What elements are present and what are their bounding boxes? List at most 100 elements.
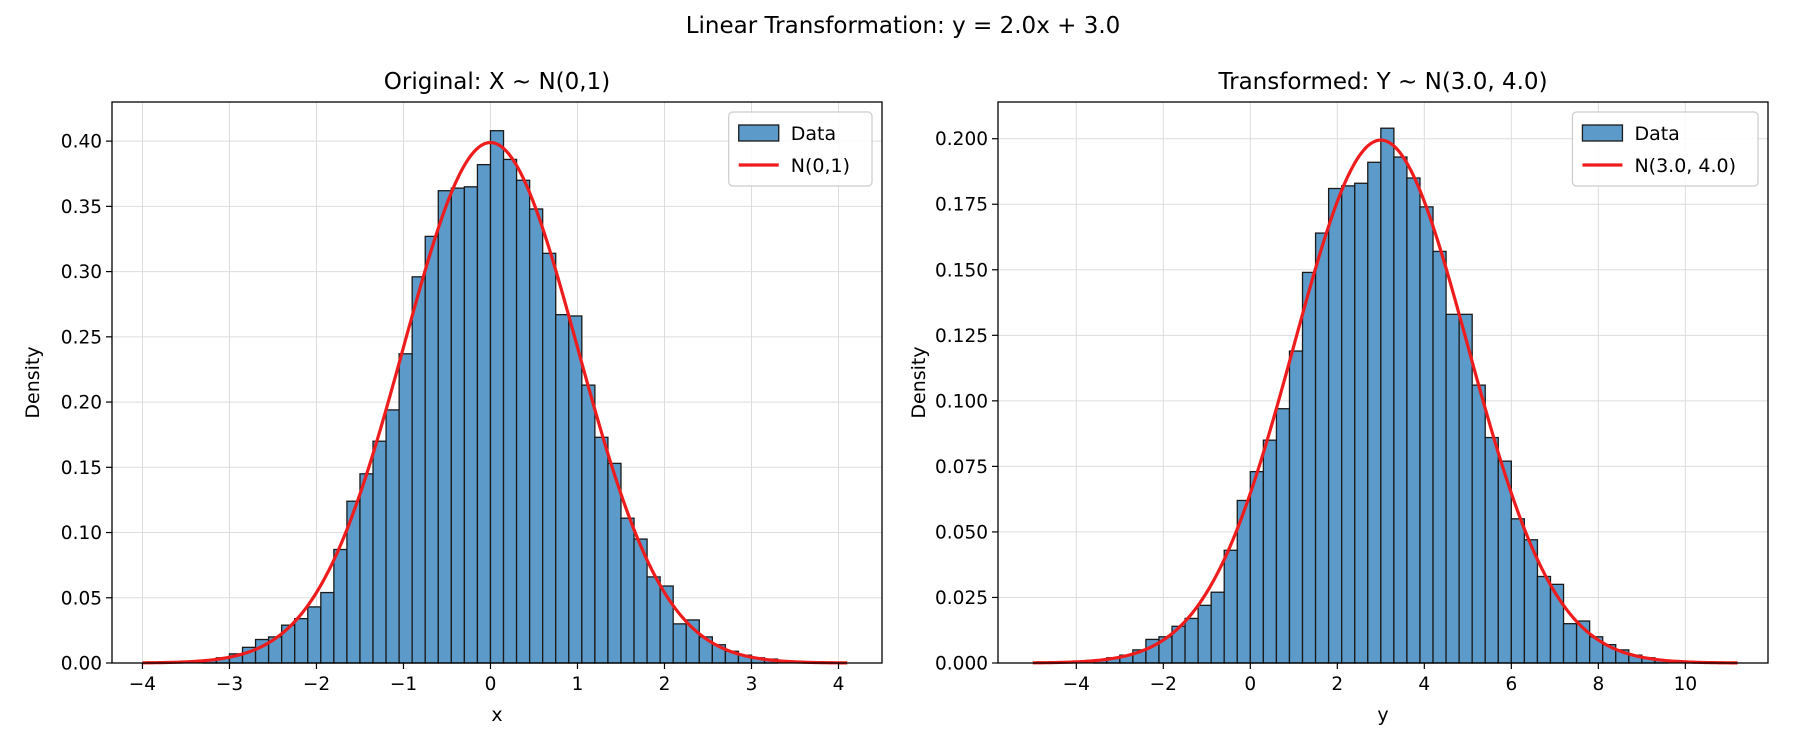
y-tick-label: 0.20 <box>61 393 102 414</box>
histogram-bar <box>1354 182 1369 664</box>
figure-suptitle: Linear Transformation: y = 2.0x + 3.0 <box>686 13 1121 39</box>
x-tick-label: −4 <box>1063 674 1090 695</box>
x-tick-label: 2 <box>1331 674 1343 695</box>
y-tick-label: 0.40 <box>61 132 102 153</box>
panel-title: Transformed: Y ~ N(3.0, 4.0) <box>1217 69 1547 95</box>
histogram-bar <box>1223 549 1238 664</box>
left-panel-original: −4 −3 −2 −1 0 1 2 3 4 0.00 0.05 0.10 0.15 0.20 0.25 0.3… <box>22 69 883 726</box>
legend-label-curve: N(3.0, 4.0) <box>1634 155 1736 177</box>
histogram-bar <box>646 576 661 664</box>
y-tick-label: 0.050 <box>935 522 988 543</box>
histogram-bar <box>1262 439 1278 664</box>
x-axis-label: y <box>1377 704 1388 726</box>
y-tick-label: 0.150 <box>935 260 988 281</box>
histogram-bar <box>1393 156 1408 664</box>
y-tick-label: 0.10 <box>61 523 102 544</box>
x-tick-label: 6 <box>1505 674 1517 695</box>
x-tick-label: 3 <box>746 674 758 695</box>
histogram-bar <box>411 276 426 664</box>
panel-title: Original: X ~ N(0,1) <box>384 69 610 95</box>
y-tick-label: 0.125 <box>935 326 988 347</box>
x-tick-label: 10 <box>1674 674 1698 695</box>
histogram-bar <box>1562 623 1578 664</box>
y-tick-label: 0.000 <box>935 654 988 675</box>
y-axis-ticks: 0.000 0.025 0.050 0.075 0.100 0.125 0.150 0.175… <box>935 129 998 675</box>
right-panel-transformed: −4 −2 0 2 4 6 8 10 0.000 0.025 0.050 0.075 0.100 0.12… <box>908 69 1769 726</box>
histogram-bar <box>620 517 635 664</box>
x-tick-label: 2 <box>659 674 671 695</box>
histogram-bar <box>607 462 622 664</box>
histogram-bar <box>372 440 387 664</box>
histogram-bar <box>450 187 466 664</box>
histogram-bar <box>515 179 531 664</box>
legend-label-data: Data <box>791 123 836 145</box>
histogram-bar <box>1197 604 1212 664</box>
x-tick-label: 8 <box>1592 674 1604 695</box>
legend-label-data: Data <box>1634 123 1679 145</box>
histogram-bar <box>1249 470 1265 664</box>
histogram-bar <box>385 409 400 664</box>
histogram-bar <box>1314 232 1330 664</box>
x-tick-label: 1 <box>572 674 584 695</box>
histogram-bar <box>1301 271 1317 664</box>
histogram-bar <box>1406 177 1421 664</box>
histogram-bar <box>463 186 479 664</box>
histogram-bar <box>594 436 609 664</box>
histogram-bar <box>1288 350 1304 664</box>
legend: Data N(0,1) <box>728 111 873 187</box>
histogram-bar <box>320 591 335 664</box>
histogram-bar <box>1275 408 1291 664</box>
y-axis-ticks: 0.00 0.05 0.10 0.15 0.20 0.25 0.30 0.35 0.40 <box>61 132 112 675</box>
histogram-bar <box>1536 575 1552 664</box>
histogram-bar <box>476 163 492 664</box>
histogram-bars <box>1093 127 1669 664</box>
histogram-bar <box>1210 591 1225 664</box>
x-tick-label: 4 <box>833 674 845 695</box>
histogram-bar <box>1471 384 1486 664</box>
histogram-bar <box>1327 187 1343 664</box>
histogram-bar <box>333 548 348 664</box>
legend: Data N(3.0, 4.0) <box>1571 111 1759 187</box>
histogram-bar <box>1484 436 1499 664</box>
histogram-bar <box>294 617 309 664</box>
y-tick-label: 0.025 <box>935 588 988 609</box>
axes-frame <box>997 101 1769 664</box>
histogram-bar <box>1445 313 1460 664</box>
y-tick-label: 0.00 <box>61 654 102 675</box>
x-tick-label: 4 <box>1418 674 1430 695</box>
x-tick-label: −1 <box>390 674 417 695</box>
x-axis-ticks: −4 −3 −2 −1 0 1 2 3 4 <box>129 663 845 695</box>
x-tick-label: −2 <box>1150 674 1177 695</box>
normal-pdf-curve <box>142 140 848 665</box>
histogram-bar <box>489 130 505 664</box>
histogram-bar <box>1458 313 1473 664</box>
histogram-bar <box>424 235 439 664</box>
x-axis-ticks: −4 −2 0 2 4 6 8 10 <box>1063 663 1697 695</box>
histogram-bar <box>307 606 322 664</box>
histogram-bar <box>398 353 413 664</box>
histogram-bar <box>359 473 374 664</box>
legend-swatch-data <box>1581 124 1624 142</box>
y-tick-label: 0.30 <box>61 262 102 283</box>
x-axis-label: x <box>491 704 502 726</box>
histogram-bar <box>1432 250 1447 664</box>
y-tick-label: 0.075 <box>935 457 988 478</box>
histogram-bar <box>542 252 557 664</box>
histogram-bar <box>1380 127 1395 664</box>
histogram-bar <box>672 623 687 664</box>
y-tick-label: 0.15 <box>61 458 102 479</box>
histogram-bar <box>1510 518 1526 664</box>
y-tick-label: 0.35 <box>61 197 102 218</box>
x-tick-label: 0 <box>1244 674 1256 695</box>
x-tick-label: −4 <box>129 674 156 695</box>
histogram-bar <box>581 384 596 664</box>
y-tick-label: 0.200 <box>935 129 988 150</box>
y-axis-label: Density <box>22 346 44 418</box>
y-tick-label: 0.05 <box>61 588 102 609</box>
histogram-bar <box>1184 617 1199 664</box>
histogram-bar <box>568 315 583 664</box>
histogram-bar <box>1419 206 1434 664</box>
y-axis-label: Density <box>908 346 930 418</box>
histogram-bar <box>502 158 518 664</box>
